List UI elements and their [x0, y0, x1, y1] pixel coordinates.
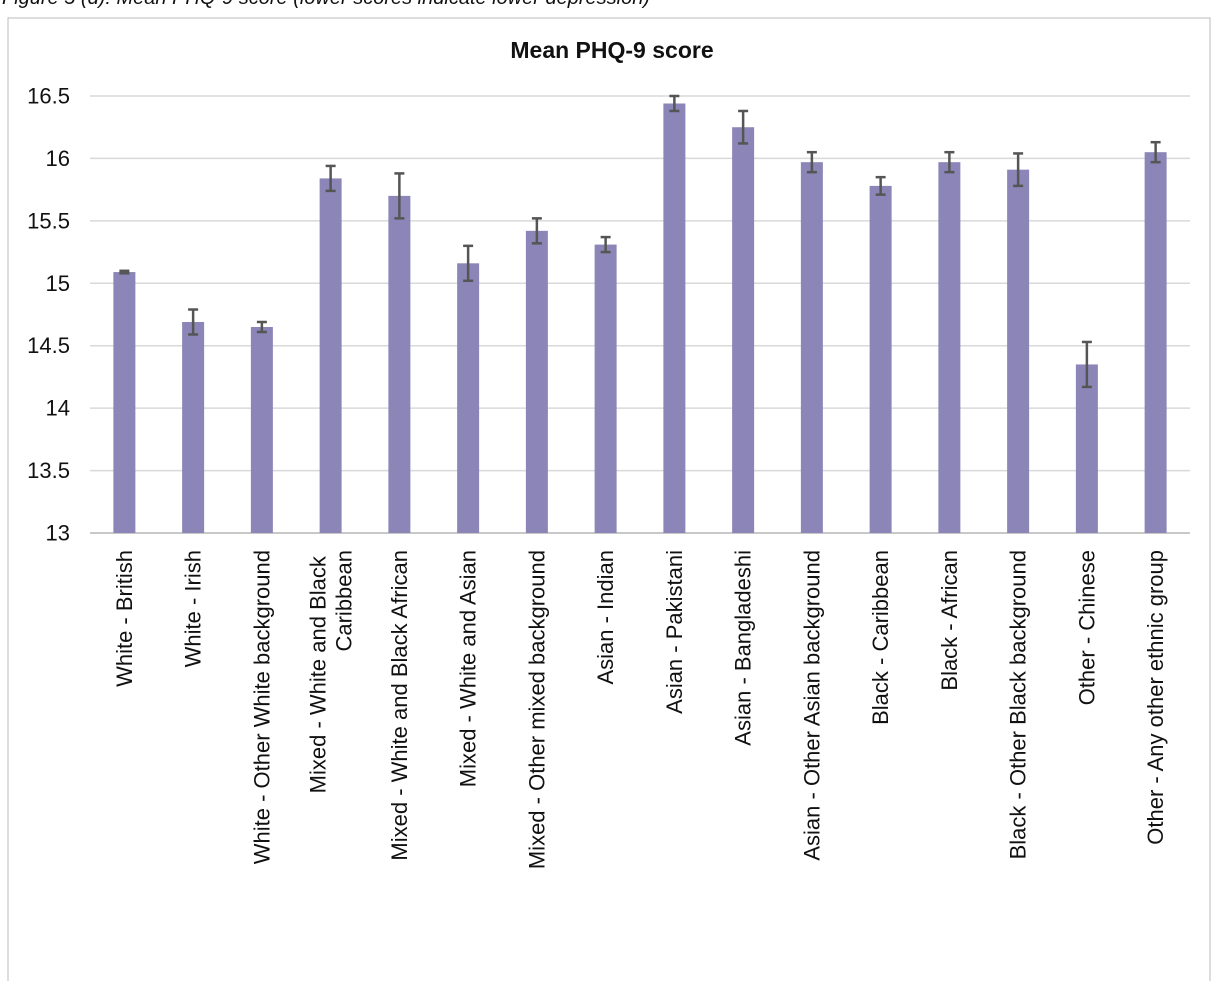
x-tick-label: Other - Chinese [1074, 550, 1099, 705]
error-bar [188, 308, 199, 336]
x-tick-label: Asian - Pakistani [662, 550, 687, 714]
x-tick-label: Asian - Other Asian background [799, 550, 824, 861]
x-tick-label: Other - Any other ethnic group [1143, 550, 1168, 845]
x-tick-label: Mixed - White and Black Caribbean [305, 550, 356, 793]
error-bar [531, 217, 542, 245]
error-bar [600, 235, 611, 254]
bar [938, 162, 961, 533]
bar [732, 127, 755, 533]
x-tick-label: Asian - Bangladeshi [731, 550, 756, 746]
y-tick-label: 15 [46, 271, 70, 296]
x-tick-label: White - Other White background [249, 550, 274, 864]
error-bar [394, 172, 405, 220]
bar [869, 185, 892, 533]
error-bar [806, 150, 817, 174]
bar [319, 178, 342, 534]
x-tick-label: Black - Caribbean [868, 550, 893, 725]
error-bar [1150, 140, 1161, 164]
bar [1075, 364, 1098, 533]
y-tick-label: 16 [46, 146, 70, 171]
error-bar [669, 94, 680, 113]
x-tick-label: Mixed - White and Asian [456, 550, 481, 787]
y-tick-label: 14 [46, 396, 70, 421]
error-bar [119, 269, 130, 275]
x-tick-label: Asian - Indian [593, 550, 618, 685]
error-bar [463, 244, 474, 283]
caption: Figure 5 (d): Mean PHQ-9 score (lower sc… [2, 0, 650, 9]
error-bar [256, 320, 267, 334]
error-bar [1013, 152, 1024, 188]
bar [388, 195, 411, 533]
x-tick-label: White - British [112, 550, 137, 687]
x-tick-label: Black - Other Black background [1006, 550, 1031, 859]
bar [800, 162, 823, 533]
chart-title: Mean PHQ-9 score [510, 37, 713, 63]
y-tick-label: 15.5 [27, 208, 70, 233]
y-tick-label: 13.5 [27, 458, 70, 483]
error-bar [325, 164, 336, 193]
y-tick-label: 16.5 [27, 84, 70, 109]
bar [525, 230, 548, 534]
x-tick-label: Mixed - White and Black African [387, 550, 412, 861]
error-bar [944, 150, 955, 174]
bar [182, 321, 205, 533]
error-bar [738, 109, 749, 145]
bar [1007, 169, 1030, 533]
y-tick-label: 13 [46, 521, 70, 546]
x-tick-label: Black - African [937, 550, 962, 691]
bar [457, 263, 480, 533]
x-tick-label: Mixed - Other mixed background [524, 550, 549, 869]
bar [663, 103, 686, 534]
error-bar [1081, 340, 1092, 389]
error-bar [875, 175, 886, 196]
x-tick-label: White - Irish [181, 550, 206, 667]
bar [1144, 152, 1167, 533]
bar [113, 272, 136, 533]
bar [594, 244, 617, 533]
y-tick-label: 14.5 [27, 333, 70, 358]
bar [250, 326, 273, 533]
